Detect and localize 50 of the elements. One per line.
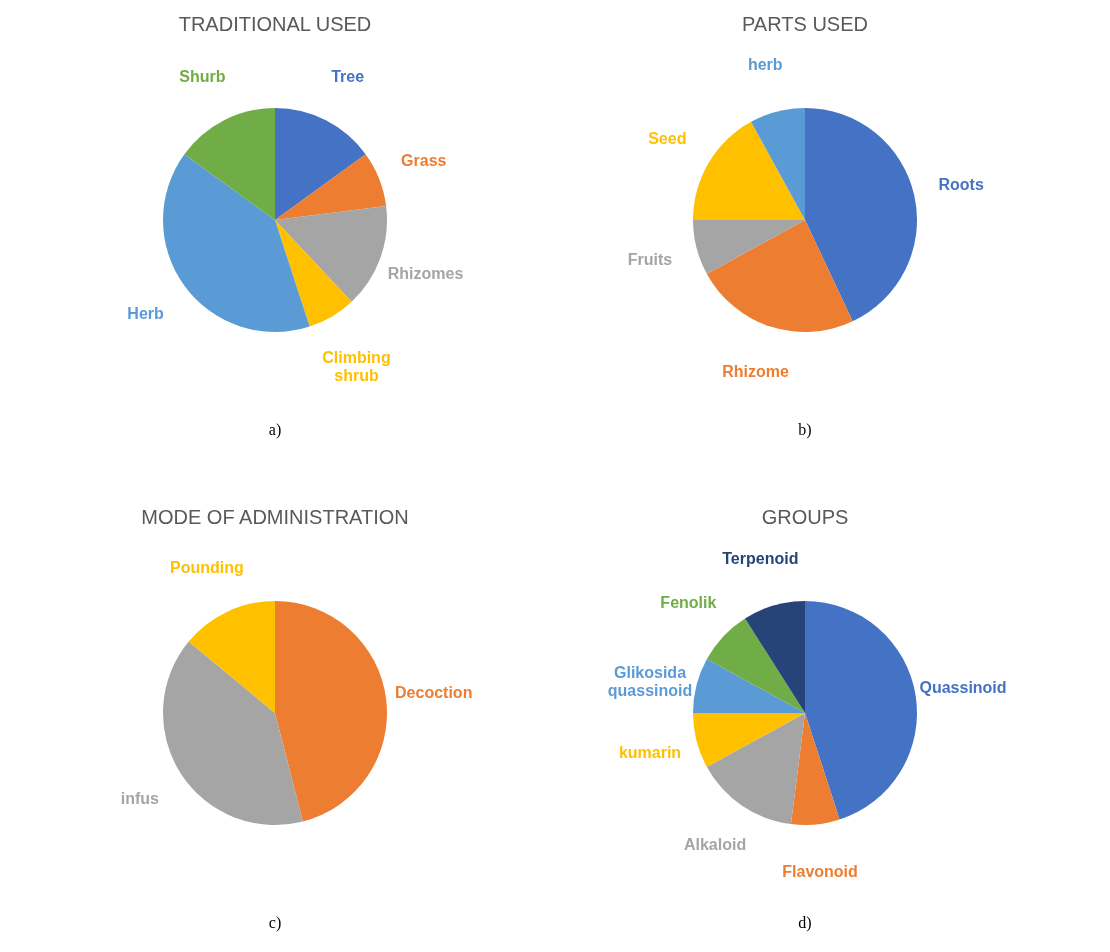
pie-slice [693, 659, 805, 713]
slice-label: Quassinoid [919, 678, 1007, 696]
pie-slice [706, 220, 853, 332]
text: b) [798, 421, 812, 439]
chart-title: GROUPS [761, 506, 849, 528]
pie-slice [706, 713, 805, 825]
chart-title: TRADITIONAL USED [178, 13, 372, 35]
slice-label: Rhizomes [387, 265, 464, 283]
pie-slice [693, 713, 805, 767]
slice-label: Rhizome [722, 363, 789, 381]
text: a) [268, 421, 282, 439]
slice-label: Decoction [395, 683, 473, 701]
slice-label: Tree [331, 68, 365, 86]
pie-slice [275, 601, 387, 822]
slice-label: Roots [938, 176, 984, 194]
pie-slice [275, 220, 352, 327]
slice-label: Shurb [179, 68, 226, 86]
slice-label: Fenolik [660, 594, 717, 612]
text: c) [268, 914, 282, 932]
pie-slice [751, 108, 805, 220]
slice-label: kumarin [618, 743, 682, 761]
slice-label: Pounding [169, 559, 244, 577]
slice-label: herb [747, 56, 783, 74]
pie-slice [188, 601, 275, 713]
pie-slice [163, 641, 303, 825]
pie-slice [790, 713, 840, 825]
slice-label: Herb [127, 305, 165, 323]
pie-slice [275, 154, 387, 220]
pie-slice [805, 108, 917, 322]
pie-slice [693, 220, 805, 274]
slice-label: infus [120, 789, 160, 807]
slice-label: Climbing shrub [322, 348, 391, 384]
chart-title: MODE OF ADMINISTRATION [141, 506, 409, 528]
pie-slice [275, 108, 366, 220]
pie-slice [184, 108, 275, 220]
slice-label: Grass [401, 152, 447, 170]
slice-label: Alkaloid [683, 836, 747, 854]
slice-label: Flavonoid [782, 863, 858, 881]
pie-slice [805, 601, 917, 820]
pie-slice [275, 205, 387, 302]
pie-slice [706, 618, 805, 713]
slice-label: Glikosida quassinoid [607, 664, 693, 700]
chart-title: PARTS USED [742, 13, 868, 35]
pie-slice [693, 121, 805, 220]
text: d) [798, 914, 812, 932]
slice-label: Terpenoid [722, 550, 799, 568]
slice-label: Fruits [627, 250, 673, 268]
pie-slice [163, 154, 310, 332]
slice-label: Seed [648, 129, 687, 147]
pie-slice [744, 601, 805, 713]
